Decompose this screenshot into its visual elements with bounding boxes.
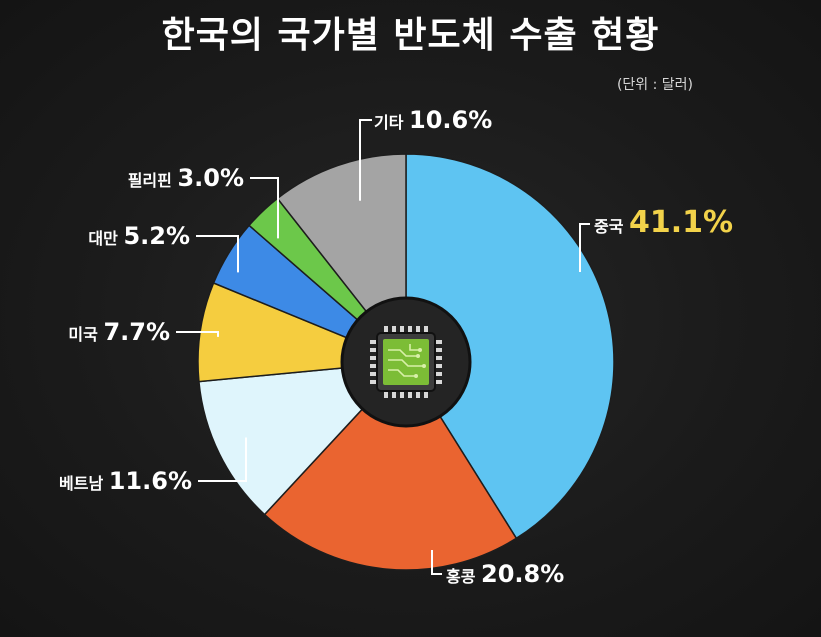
slice-label-5: 필리핀 3.0% <box>128 164 279 239</box>
slice-name-label: 중국 <box>594 217 629 236</box>
pie-slice-0 <box>405 153 615 540</box>
slice-label-3: 미국 7.7% <box>68 318 219 346</box>
slice-name-label: 베트남 <box>59 474 109 493</box>
slice-name-label: 기타 <box>374 113 409 132</box>
svg-text:대만 5.2%: 대만 5.2% <box>88 222 190 250</box>
slice-name-label: 필리핀 <box>128 171 178 190</box>
slice-label-6: 기타 10.6% <box>359 106 492 201</box>
slice-name-label: 미국 <box>68 325 103 344</box>
slice-value-label: 5.2% <box>123 222 190 250</box>
svg-text:베트남 11.6%: 베트남 11.6% <box>59 467 192 495</box>
slice-value-label: 10.6% <box>409 106 492 134</box>
slice-label-4: 대만 5.2% <box>88 222 239 273</box>
slice-label-0: 중국 41.1% <box>579 205 733 272</box>
slice-value-label: 20.8% <box>481 560 564 588</box>
pie-slice-1 <box>263 360 518 571</box>
svg-text:홍콩 20.8%: 홍콩 20.8% <box>446 560 564 588</box>
svg-text:기타 10.6%: 기타 10.6% <box>374 106 492 134</box>
microchip-icon <box>370 326 442 398</box>
slice-name-label: 홍콩 <box>446 567 481 586</box>
slice-label-1: 홍콩 20.8% <box>431 550 564 588</box>
svg-text:필리핀 3.0%: 필리핀 3.0% <box>128 164 244 192</box>
slice-name-label: 대만 <box>88 229 123 248</box>
slice-value-label: 7.7% <box>103 318 170 346</box>
chart-title: 한국의 국가별 반도체 수출 현황 <box>161 15 660 56</box>
unit-note: (단위 : 달러) <box>616 77 693 93</box>
slice-label-2: 베트남 11.6% <box>59 437 247 495</box>
svg-text:미국 7.7%: 미국 7.7% <box>68 318 170 346</box>
slice-value-label: 3.0% <box>177 164 244 192</box>
slice-value-label: 11.6% <box>109 467 192 495</box>
slice-value-label: 41.1% <box>629 205 733 240</box>
svg-text:중국 41.1%: 중국 41.1% <box>594 205 733 240</box>
